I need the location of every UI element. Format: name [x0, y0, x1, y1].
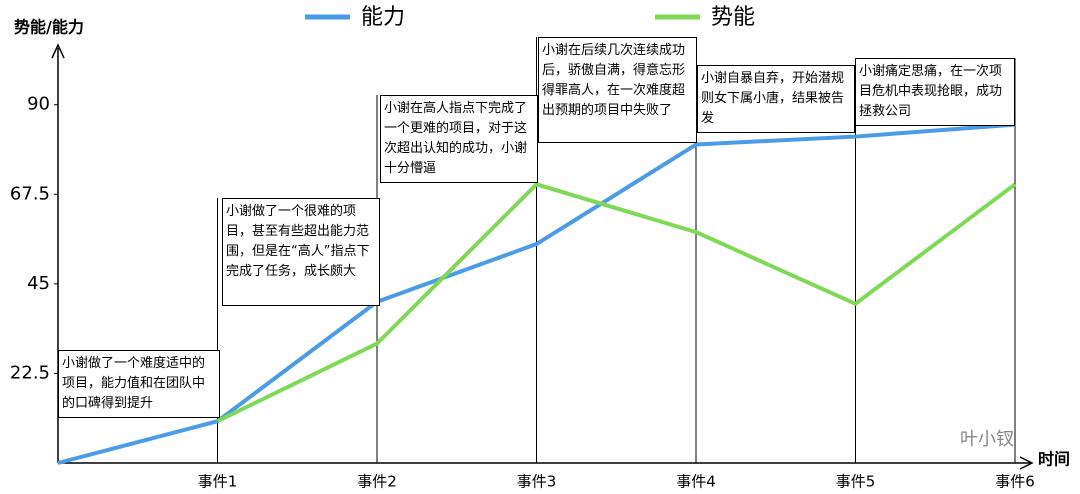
watermark: 叶小钗 [960, 429, 1014, 450]
legend-label: 能力 [361, 5, 405, 30]
legend-label: 势能 [711, 5, 755, 30]
x-tick-label: 事件6 [995, 473, 1035, 491]
annotation: 小谢做了一个难度适中的项目，能力值和在团队中的口碑得到提升 [58, 350, 220, 418]
annotation: 小谢痛定思痛，在一次项目危机中表现抢眼，成功拯救公司 [855, 58, 1015, 126]
annotation: 小谢做了一个很难的项目，甚至有些超出能力范围，但是在“高人”指点下完成了任务，成… [222, 198, 380, 306]
x-axis-title: 时间 [1038, 450, 1070, 469]
x-axis-arrow [1019, 456, 1034, 470]
x-tick-label: 事件2 [357, 473, 397, 491]
series-line [216, 182, 1017, 423]
x-tick-label: 事件5 [836, 473, 876, 491]
y-axis-arrow [51, 43, 65, 59]
annotation: 小谢自暴自弃，开始潜规则女下属小唐，结果被告发 [697, 65, 855, 133]
annotation: 小谢在后续几次连续成功后，骄傲自满，得意忘形得罪高人，在一次难度超出预期的项目中… [538, 37, 697, 143]
y-tick-label: 90 [27, 94, 50, 115]
y-tick-label: 22.5 [10, 362, 50, 383]
x-tick-label: 事件1 [198, 473, 238, 491]
x-tick-label: 事件4 [676, 473, 716, 491]
y-tick-label: 67.5 [10, 183, 50, 204]
annotation: 小谢在高人指点下完成了一个更难的项目，对于这次超出认知的成功，小谢十分懵逼 [380, 95, 538, 183]
x-tick-label: 事件3 [517, 473, 557, 491]
y-axis-title: 势能/能力 [14, 18, 84, 37]
y-tick-label: 45 [27, 273, 50, 294]
